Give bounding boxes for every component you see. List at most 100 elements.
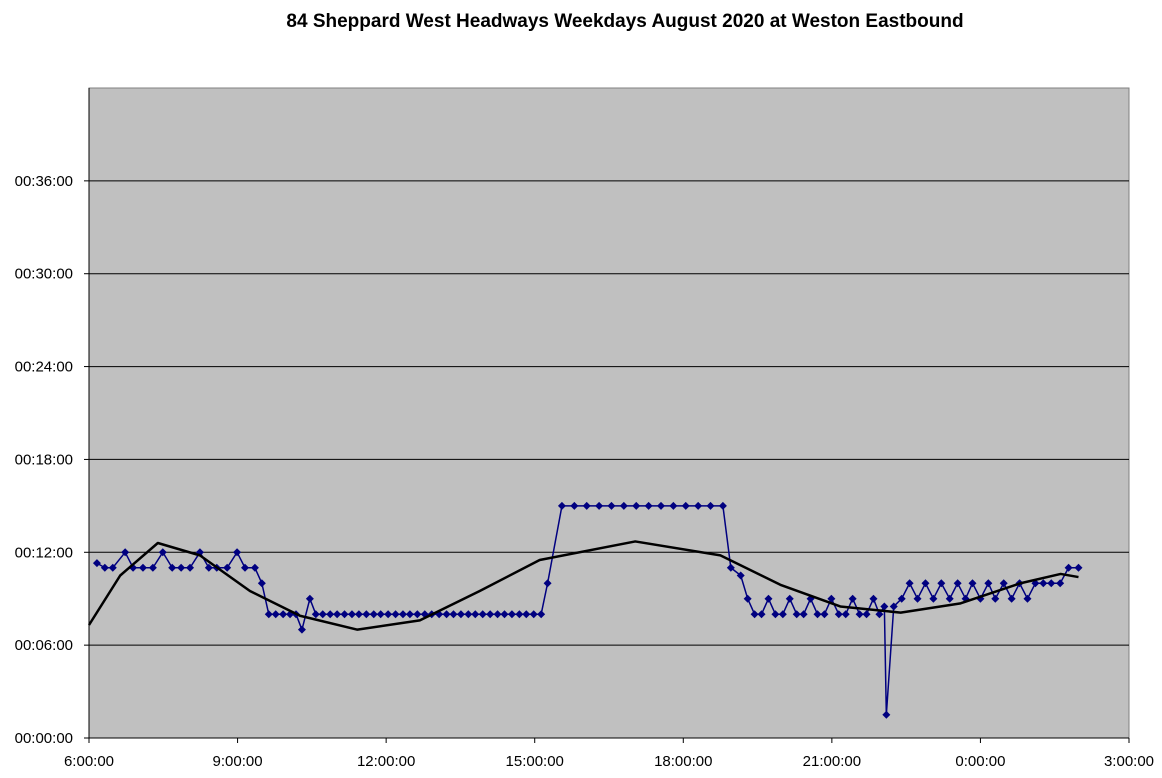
data-point bbox=[493, 610, 502, 619]
data-point bbox=[305, 594, 314, 603]
data-point bbox=[507, 610, 516, 619]
data-point bbox=[177, 563, 186, 572]
data-point bbox=[148, 563, 157, 572]
y-tick-label: 00:00:00 bbox=[15, 730, 73, 747]
x-tick-label: 15:00:00 bbox=[506, 753, 564, 770]
data-point bbox=[1039, 579, 1048, 588]
data-point bbox=[937, 579, 946, 588]
data-point bbox=[875, 610, 884, 619]
data-point bbox=[376, 610, 385, 619]
y-tick-label: 00:06:00 bbox=[15, 637, 73, 654]
data-point bbox=[718, 501, 727, 510]
data-point bbox=[362, 610, 371, 619]
data-point bbox=[326, 610, 335, 619]
data-point bbox=[391, 610, 400, 619]
data-point bbox=[1056, 579, 1065, 588]
data-point bbox=[354, 610, 363, 619]
plot-area bbox=[88, 87, 1130, 739]
data-point bbox=[778, 610, 787, 619]
data-point bbox=[743, 594, 752, 603]
data-point bbox=[771, 610, 780, 619]
data-point bbox=[456, 610, 465, 619]
data-point bbox=[827, 594, 836, 603]
data-point bbox=[582, 501, 591, 510]
data-point bbox=[318, 610, 327, 619]
data-point bbox=[543, 579, 552, 588]
data-point bbox=[694, 501, 703, 510]
data-point bbox=[449, 610, 458, 619]
x-tick-label: 18:00:00 bbox=[654, 753, 712, 770]
data-point bbox=[820, 610, 829, 619]
data-point bbox=[108, 563, 117, 572]
data-point bbox=[486, 610, 495, 619]
data-point bbox=[471, 610, 480, 619]
data-point bbox=[929, 594, 938, 603]
data-point bbox=[991, 594, 1000, 603]
data-point bbox=[1023, 594, 1032, 603]
data-point bbox=[311, 610, 320, 619]
data-point bbox=[953, 579, 962, 588]
data-point bbox=[834, 610, 843, 619]
data-point bbox=[333, 610, 342, 619]
data-point bbox=[736, 571, 745, 580]
data-point bbox=[478, 610, 487, 619]
x-tick-label: 12:00:00 bbox=[357, 753, 415, 770]
data-point bbox=[1007, 594, 1016, 603]
data-point bbox=[250, 563, 259, 572]
data-point bbox=[644, 501, 653, 510]
data-point bbox=[223, 563, 232, 572]
data-point bbox=[138, 563, 147, 572]
data-point bbox=[607, 501, 616, 510]
data-point bbox=[529, 610, 538, 619]
series-line bbox=[87, 540, 1079, 631]
data-point bbox=[369, 610, 378, 619]
data-point bbox=[264, 610, 273, 619]
x-tick-label: 6:00:00 bbox=[64, 753, 114, 770]
data-point bbox=[186, 563, 195, 572]
data-point bbox=[681, 501, 690, 510]
data-point bbox=[570, 501, 579, 510]
data-point bbox=[855, 610, 864, 619]
data-point bbox=[841, 610, 850, 619]
data-point bbox=[297, 625, 306, 634]
data-point bbox=[1047, 579, 1056, 588]
data-point bbox=[233, 548, 242, 557]
y-tick-label: 00:30:00 bbox=[15, 266, 73, 283]
data-point bbox=[619, 501, 628, 510]
data-point bbox=[921, 579, 930, 588]
data-point bbox=[384, 610, 393, 619]
data-point bbox=[500, 610, 509, 619]
data-point bbox=[726, 563, 735, 572]
y-tick-label: 00:36:00 bbox=[15, 173, 73, 190]
data-point bbox=[657, 501, 665, 510]
data-point bbox=[750, 610, 759, 619]
data-point bbox=[100, 563, 109, 572]
data-point bbox=[121, 548, 130, 557]
x-tick-label: 21:00:00 bbox=[803, 753, 861, 770]
data-point bbox=[968, 579, 977, 588]
data-point bbox=[999, 579, 1008, 588]
data-point bbox=[792, 610, 801, 619]
data-point bbox=[757, 610, 766, 619]
data-point bbox=[632, 501, 641, 510]
data-point bbox=[557, 501, 566, 510]
data-point bbox=[799, 610, 808, 619]
data-point bbox=[813, 610, 822, 619]
data-point bbox=[945, 594, 954, 603]
data-point bbox=[862, 610, 871, 619]
data-point bbox=[905, 579, 914, 588]
data-point bbox=[537, 610, 546, 619]
data-point bbox=[168, 563, 177, 572]
data-point bbox=[1074, 563, 1083, 572]
y-tick-label: 00:18:00 bbox=[15, 451, 73, 468]
data-point bbox=[882, 710, 891, 719]
data-point bbox=[1064, 563, 1073, 572]
data-point bbox=[913, 594, 922, 603]
data-point bbox=[464, 610, 473, 619]
x-tick-label: 9:00:00 bbox=[213, 753, 263, 770]
data-point bbox=[669, 501, 678, 510]
data-point bbox=[848, 594, 857, 603]
data-point bbox=[413, 610, 422, 619]
